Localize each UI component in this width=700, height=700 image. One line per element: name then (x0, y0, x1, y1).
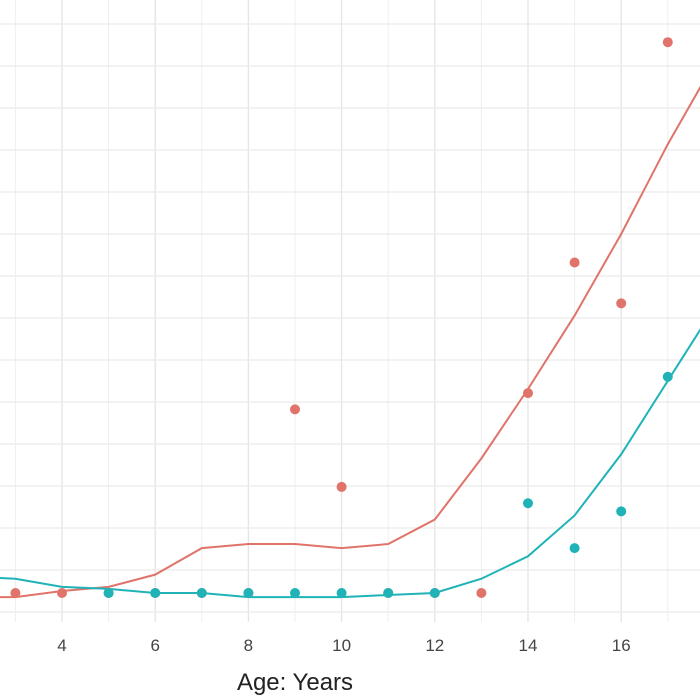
data-point-series-2 (336, 588, 347, 598)
data-point-series-1 (523, 388, 533, 399)
data-point-series-1 (290, 404, 300, 415)
data-point-series-2 (243, 588, 254, 598)
data-point-series-1 (662, 37, 673, 48)
data-point-series-1 (569, 257, 580, 268)
x-tick-label: 6 (150, 636, 159, 655)
x-tick-label: 10 (332, 636, 351, 655)
x-axis-title: Age: Years (237, 669, 353, 696)
smooth-lines (0, 85, 700, 599)
x-tick-labels: 4 6 8 10 12 14 16 (57, 636, 630, 655)
data-point-series-1 (476, 588, 487, 598)
data-point-series-2 (616, 506, 627, 517)
grid (0, 0, 700, 622)
x-tick-label: 16 (612, 636, 631, 655)
data-point-series-2 (196, 588, 207, 598)
data-point-series-2 (569, 543, 580, 554)
data-point-series-2 (429, 588, 440, 598)
data-point-series-1 (616, 298, 627, 309)
data-point-series-2 (150, 588, 161, 598)
data-point-series-1 (10, 588, 21, 598)
x-tick-label: 14 (519, 636, 538, 655)
data-point-series-2 (290, 588, 300, 598)
data-point-series-2 (523, 498, 533, 509)
data-point-series-1 (57, 588, 67, 598)
smooth-line-1 (0, 85, 700, 599)
data-point-series-2 (662, 371, 673, 382)
data-point-series-2 (103, 588, 114, 598)
data-point-series-1 (336, 481, 347, 492)
x-tick-label: 8 (244, 636, 253, 655)
data-point-series-2 (383, 588, 394, 598)
data-points (10, 37, 673, 598)
x-tick-label: 12 (425, 636, 444, 655)
smooth-line-2 (0, 328, 700, 599)
x-tick-label: 4 (57, 636, 66, 655)
